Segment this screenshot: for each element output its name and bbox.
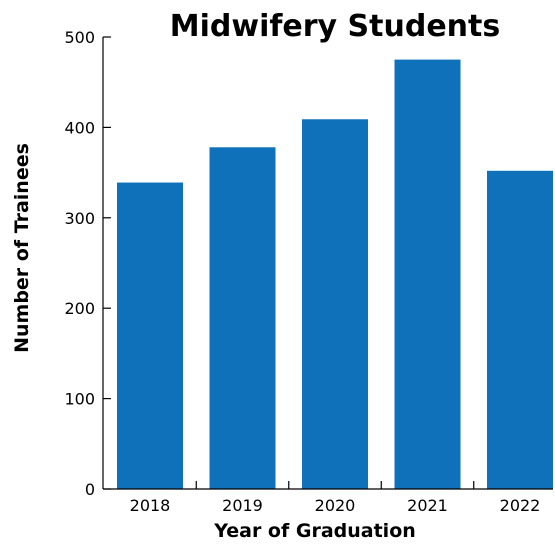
bar-2021 (394, 59, 461, 489)
x-tick-label: 2018 (130, 496, 171, 515)
y-tick-label: 400 (64, 118, 95, 137)
x-tick-label: 2022 (500, 496, 541, 515)
y-tick-label: 200 (64, 299, 95, 318)
axes-layer (102, 36, 553, 490)
x-tick-label: 2019 (222, 496, 263, 515)
x-tick-label: 2021 (407, 496, 448, 515)
bar-2019 (209, 147, 276, 489)
y-tick-label: 100 (64, 390, 95, 409)
bar-2020 (302, 119, 368, 489)
y-tick-label: 0 (85, 480, 95, 499)
y-tick-label: 500 (64, 28, 95, 47)
chart-title: Midwifery Students (170, 9, 500, 44)
y-tick-labels: 0 100 200 300 400 500 (64, 28, 95, 499)
y-axis-label: Number of Trainees (11, 143, 33, 353)
x-tick-labels: 2018 2019 2020 2021 2022 (130, 496, 541, 515)
bar-2022 (487, 170, 553, 490)
x-axis-label: Year of Graduation (213, 520, 416, 542)
y-tick-label: 300 (64, 209, 95, 228)
bar-2018 (117, 182, 183, 489)
bars-layer (117, 59, 553, 490)
x-tick-label: 2020 (315, 496, 356, 515)
